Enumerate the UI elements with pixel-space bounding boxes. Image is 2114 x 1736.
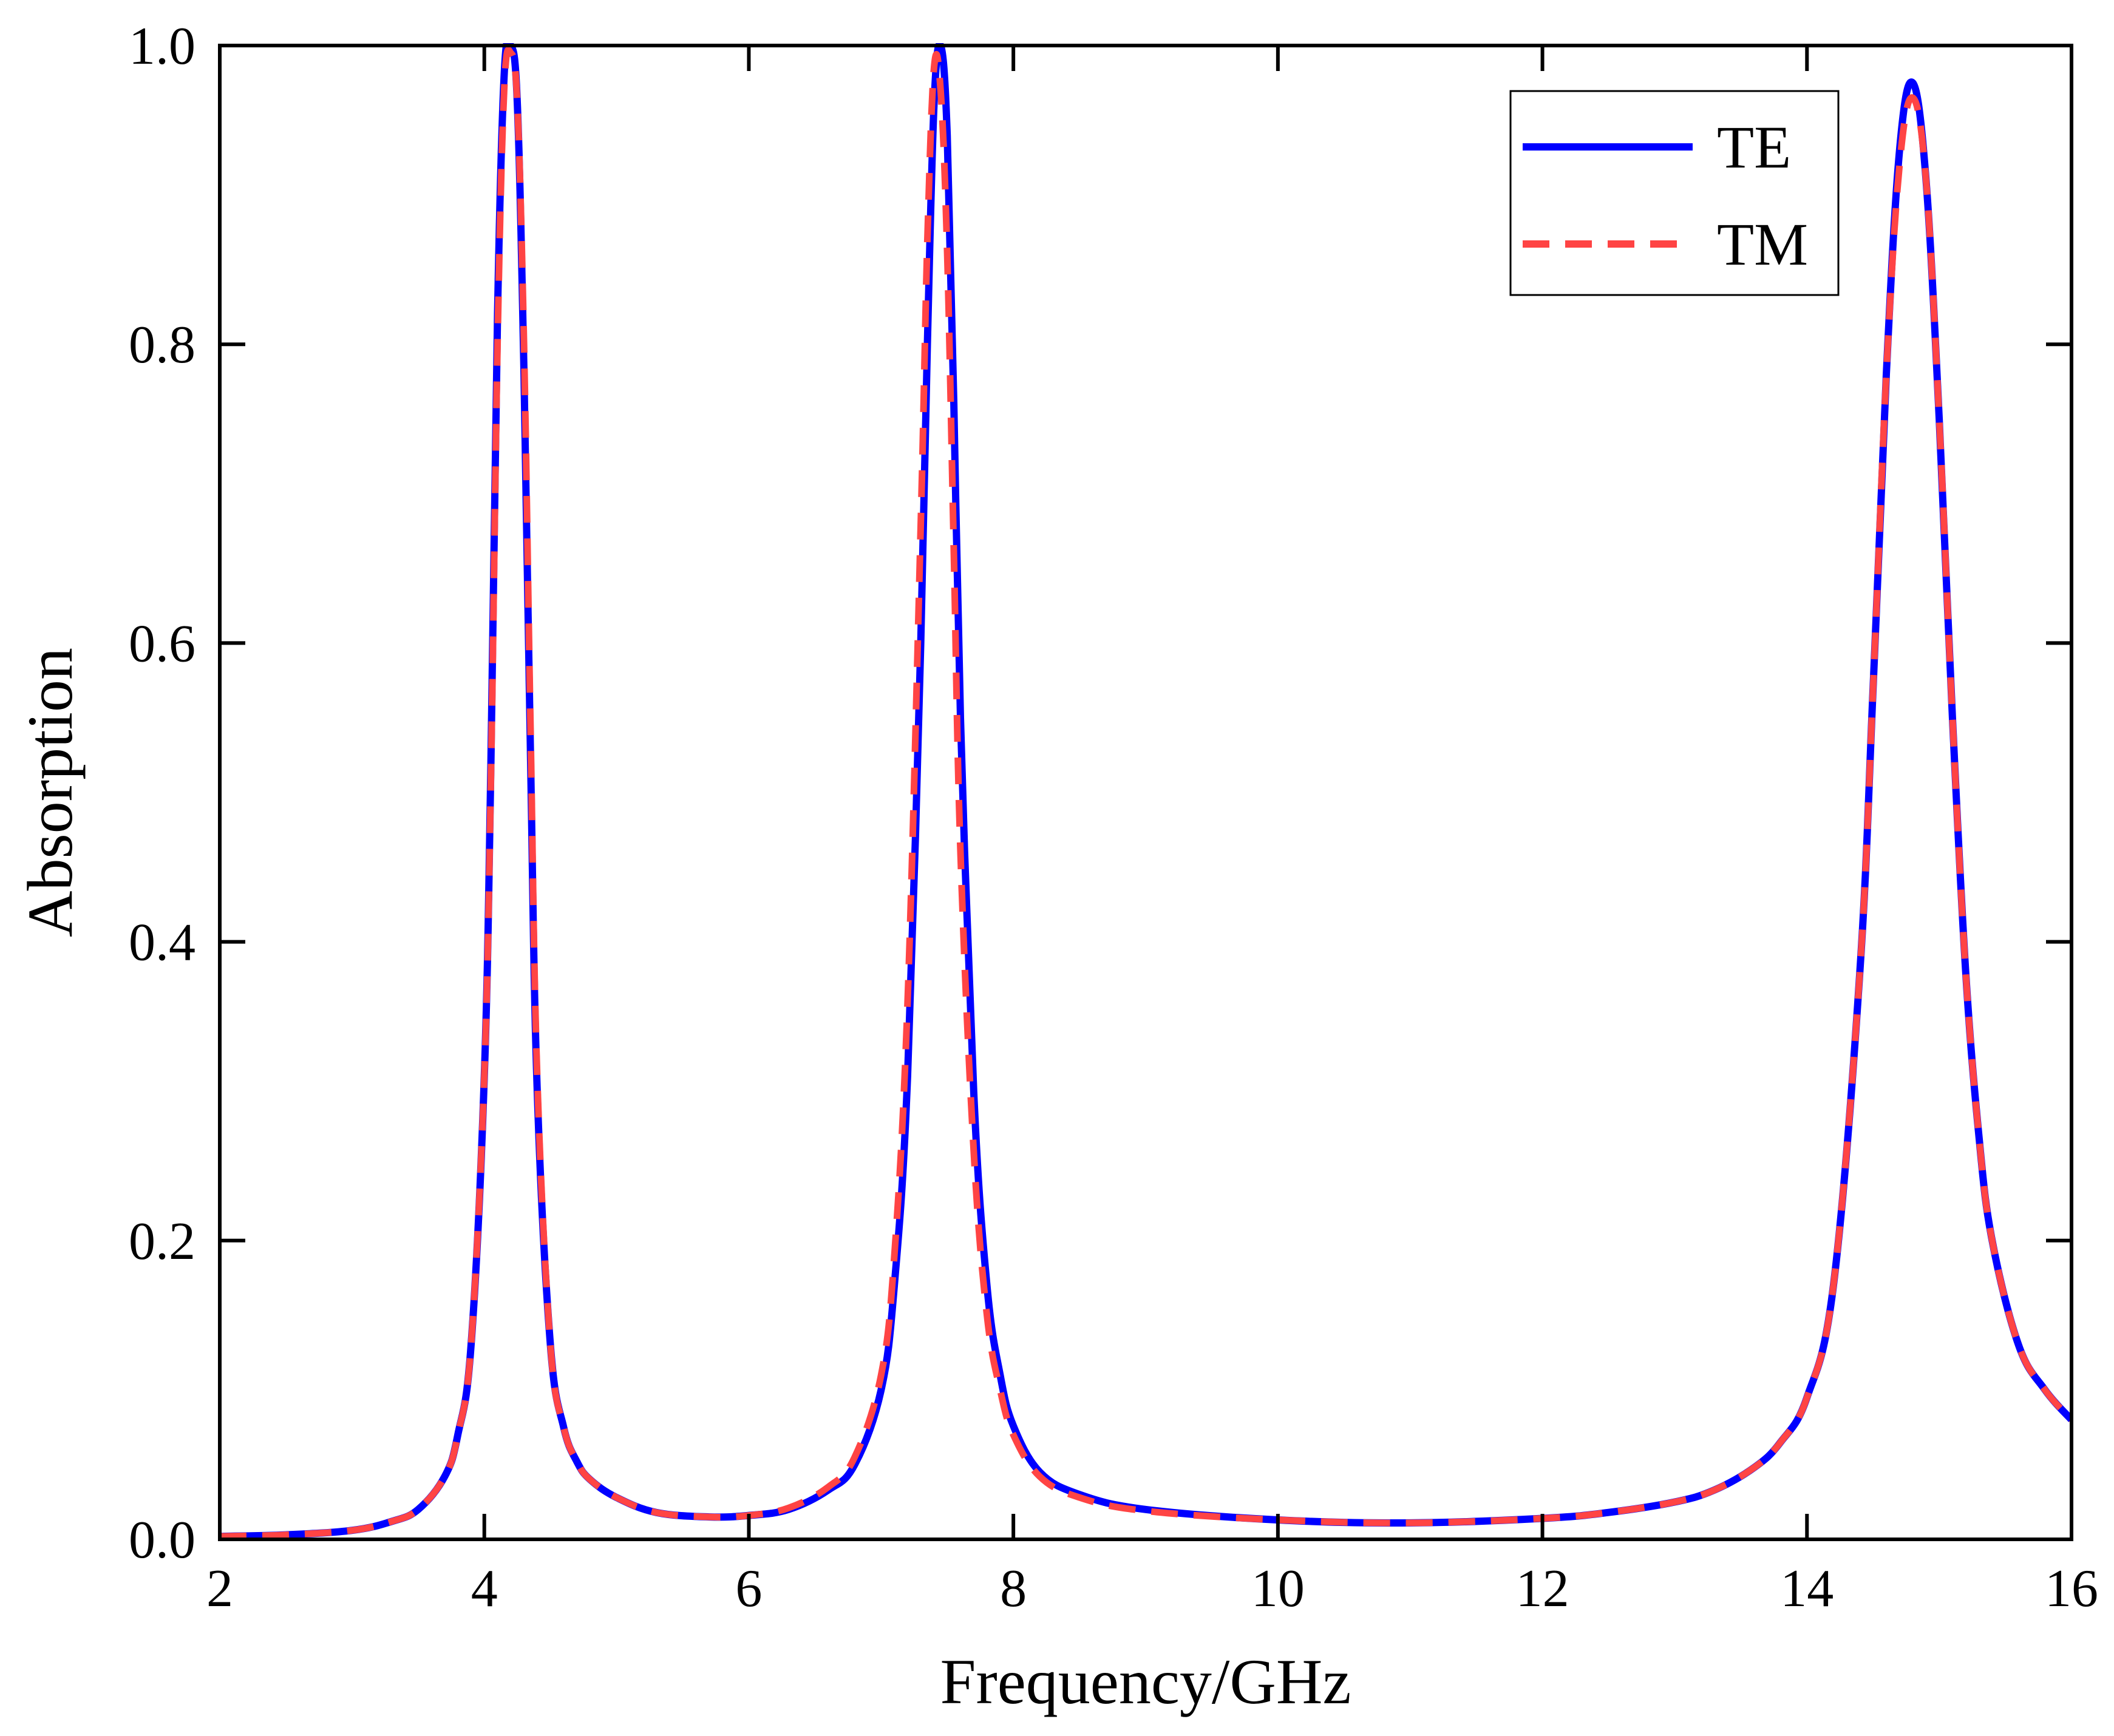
x-tick-label: 2 bbox=[206, 1559, 233, 1618]
x-axis-title: Frequency/GHz bbox=[940, 1646, 1351, 1717]
series-layer bbox=[220, 43, 2072, 1539]
series-line-te bbox=[220, 43, 2072, 1539]
ticks-layer bbox=[218, 44, 2073, 1541]
plot-frame bbox=[218, 44, 2073, 1541]
series-line-tm bbox=[220, 46, 2072, 1539]
x-tick-label: 10 bbox=[1251, 1559, 1305, 1618]
x-tick-label: 8 bbox=[1000, 1559, 1027, 1618]
legend-label-te: TE bbox=[1717, 114, 1791, 181]
y-tick-label: 0.4 bbox=[129, 914, 195, 972]
legend: TE TM bbox=[1509, 90, 1840, 296]
x-tick-label: 4 bbox=[471, 1559, 498, 1618]
legend-label-tm: TM bbox=[1717, 211, 1808, 278]
legend-box bbox=[1509, 90, 1840, 296]
x-tick-label: 6 bbox=[735, 1559, 762, 1618]
y-tick-label: 1.0 bbox=[129, 17, 195, 76]
x-tick-label: 16 bbox=[2045, 1559, 2098, 1618]
y-tick-label: 0.0 bbox=[129, 1511, 195, 1570]
y-tick-label: 0.6 bbox=[129, 614, 195, 673]
y-tick-label: 0.2 bbox=[129, 1212, 195, 1271]
x-tick-label: 14 bbox=[1780, 1559, 1834, 1618]
x-tick-label: 12 bbox=[1516, 1559, 1569, 1618]
y-axis-title: Absorption bbox=[15, 648, 86, 937]
tick-labels-layer: 2 4 6 8 10 12 14 16 0.0 0.2 0.4 0.6 0.8 1.0 bbox=[129, 17, 2098, 1618]
y-tick-label: 0.8 bbox=[129, 316, 195, 375]
